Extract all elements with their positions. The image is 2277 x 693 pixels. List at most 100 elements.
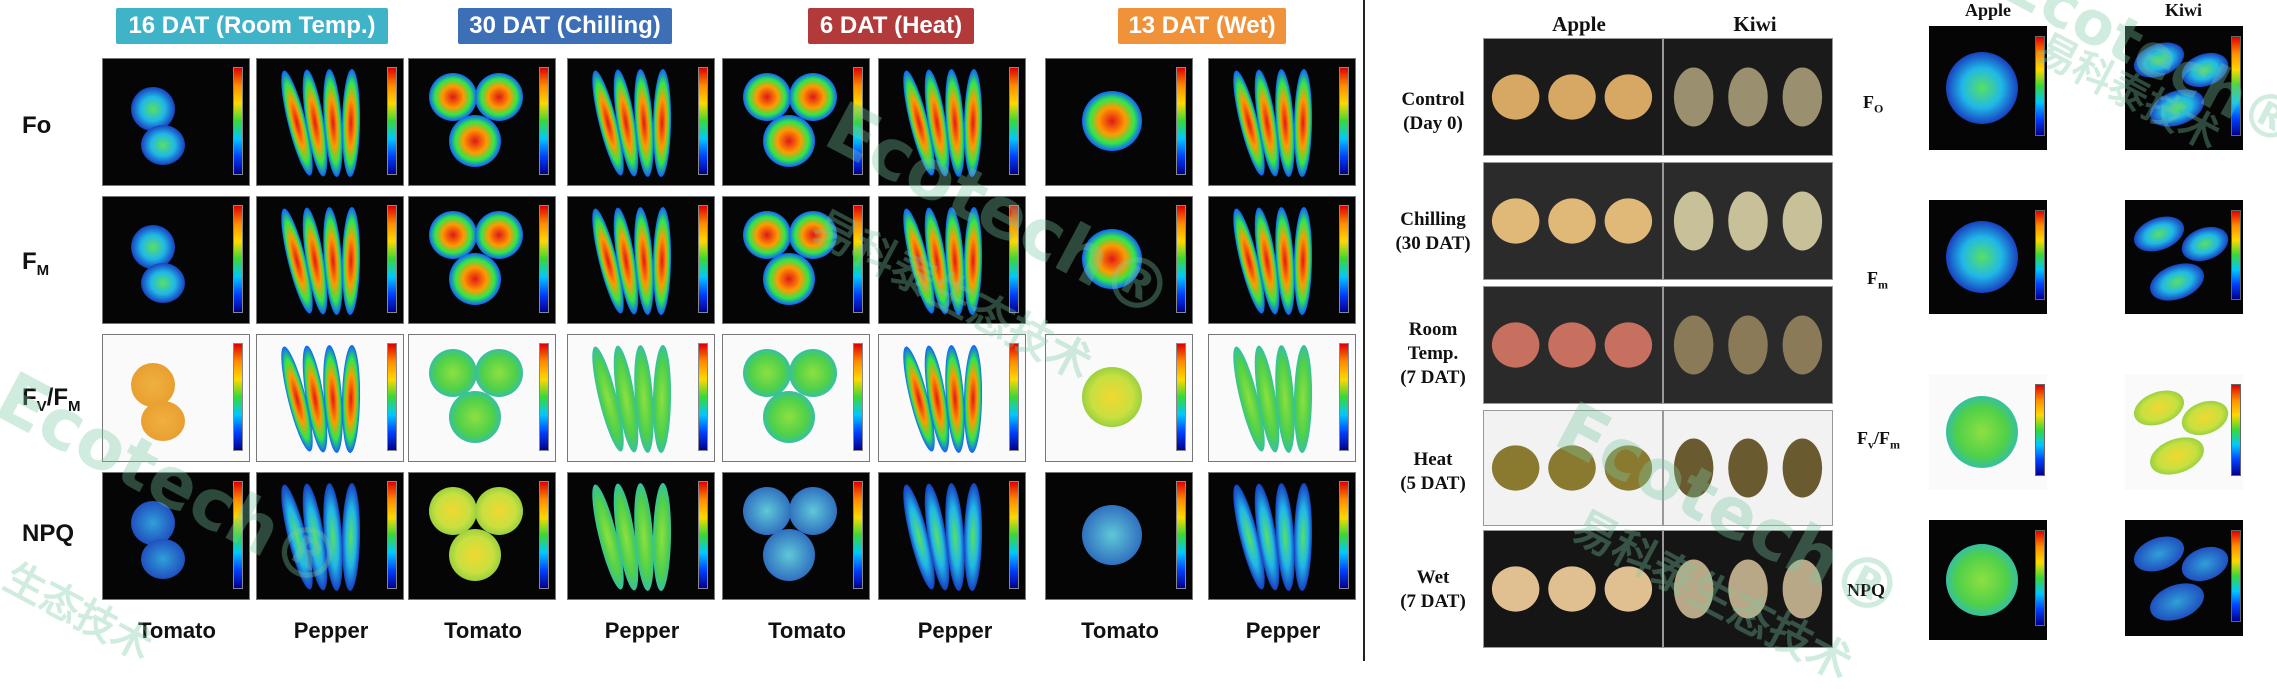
color-scale-bar [233, 481, 243, 589]
fluorescence-image [878, 196, 1026, 324]
fluorescence-image [567, 196, 715, 324]
kiwi-photo [1663, 38, 1833, 156]
apple-photo [1483, 38, 1663, 156]
fluorescence-image [1045, 58, 1193, 186]
row-label-fo-text: Fo [22, 112, 52, 139]
kiwi-photo [1663, 286, 1833, 404]
fluorescence-image [256, 196, 404, 324]
middle-column-apple: Apple [1552, 12, 1606, 36]
middle-row-chilling-l1: Chilling [1400, 209, 1466, 230]
kiwi-photo [1663, 410, 1833, 526]
color-scale-bar [853, 205, 863, 313]
crop-label-tomato-1: Tomato [138, 618, 216, 643]
color-scale-bar [1176, 481, 1186, 589]
apple-fluorescence-image [1929, 520, 2047, 640]
fluorescence-image [567, 334, 715, 462]
middle-row-room-l1: Room [1408, 319, 1458, 340]
middle-column-kiwi: Kiwi [1733, 12, 1777, 36]
kiwi-fluorescence-image [2125, 520, 2243, 636]
crop-label-pepper-2: Pepper [604, 618, 680, 643]
middle-row-control-l2: (Day 0) [1403, 113, 1463, 134]
fluorescence-image [1208, 334, 1356, 462]
kiwi-fluorescence-image [2125, 374, 2243, 490]
fluorescence-image [256, 334, 404, 462]
fluorescence-image [1045, 334, 1193, 462]
color-scale-bar [1009, 67, 1019, 175]
color-scale-bar [1009, 205, 1019, 313]
middle-row-room-l2: Temp. [1407, 343, 1459, 364]
right-column-kiwi: Kiwi [2165, 0, 2203, 20]
color-scale-bar [387, 205, 397, 313]
crop-label-pepper-3: Pepper [917, 618, 993, 643]
crop-label-pepper-1: Pepper [293, 618, 369, 643]
color-scale-bar [1339, 205, 1349, 313]
color-scale-bar [853, 481, 863, 589]
color-scale-bar [2231, 36, 2241, 136]
row-label-fm-sub: M [36, 261, 50, 279]
color-scale-bar [2035, 530, 2045, 626]
row-label-fvfm-a-sub: V [36, 397, 47, 415]
fluorescence-image [408, 334, 556, 462]
color-scale-bar [2231, 384, 2241, 476]
kiwi-photo [1663, 162, 1833, 280]
row-label-npq: NPQ [22, 520, 74, 548]
color-scale-bar [853, 343, 863, 451]
fluorescence-image [722, 472, 870, 600]
color-scale-bar [698, 205, 708, 313]
row-label-fm-text: F [22, 248, 37, 275]
color-scale-bar [539, 343, 549, 451]
fluorescence-image [1208, 58, 1356, 186]
right-row-fvfm-a-sub: v [1868, 437, 1874, 452]
condition-header-chilling: 30 DAT (Chilling) [458, 8, 672, 44]
kiwi-photo [1663, 530, 1833, 648]
middle-row-control-l1: Control [1401, 89, 1465, 110]
row-label-fvfm-sep: /F [46, 384, 69, 411]
condition-header-heat: 6 DAT (Heat) [808, 8, 974, 44]
color-scale-bar [387, 343, 397, 451]
color-scale-bar [2231, 530, 2241, 622]
middle-row-wet: Wet (7 DAT) [1373, 566, 1493, 614]
condition-header-wet: 13 DAT (Wet) [1118, 8, 1286, 44]
fluorescence-image [1045, 196, 1193, 324]
color-scale-bar [233, 343, 243, 451]
color-scale-bar [1009, 343, 1019, 451]
color-scale-bar [387, 481, 397, 589]
row-label-npq-text: NPQ [22, 520, 75, 547]
fluorescence-image [878, 472, 1026, 600]
fluorescence-image [878, 58, 1026, 186]
middle-row-heat-l2: (5 DAT) [1400, 473, 1466, 494]
fluorescence-image [722, 196, 870, 324]
color-scale-bar [698, 343, 708, 451]
fluorescence-image [256, 58, 404, 186]
color-scale-bar [1009, 481, 1019, 589]
color-scale-bar [1339, 67, 1349, 175]
right-row-fo: FO [1863, 92, 1883, 117]
fluorescence-image [408, 472, 556, 600]
right-row-fm: Fm [1867, 268, 1888, 293]
apple-photo [1483, 286, 1663, 404]
color-scale-bar [1176, 205, 1186, 313]
color-scale-bar [853, 67, 863, 175]
right-row-fo-sub: O [1874, 101, 1884, 116]
right-row-fvfm-a: F [1857, 428, 1868, 448]
crop-label-tomato-3: Tomato [768, 618, 846, 643]
row-label-fvfm-a: F [22, 384, 37, 411]
color-scale-bar [1339, 343, 1349, 451]
fluorescence-image [102, 334, 250, 462]
middle-row-chilling-l2: (30 DAT) [1395, 233, 1471, 254]
middle-row-room-l3: (7 DAT) [1400, 367, 1466, 388]
fluorescence-image [256, 472, 404, 600]
right-row-fvfm-sep: /F [1874, 428, 1890, 448]
apple-photo [1483, 530, 1663, 648]
condition-header-room-temp: 16 DAT (Room Temp.) [116, 8, 388, 44]
left-panel-fluorescence-images: 16 DAT (Room Temp.) 30 DAT (Chilling) 6 … [22, 8, 1356, 643]
color-scale-bar [233, 205, 243, 313]
right-row-fo-text: F [1863, 92, 1874, 112]
color-scale-bar [233, 67, 243, 175]
kiwi-fluorescence-image [2125, 26, 2243, 150]
color-scale-bar [2231, 210, 2241, 300]
color-scale-bar [1176, 67, 1186, 175]
fluorescence-image [408, 58, 556, 186]
color-scale-bar [2035, 210, 2045, 300]
kiwi-fluorescence-image [2125, 200, 2243, 314]
